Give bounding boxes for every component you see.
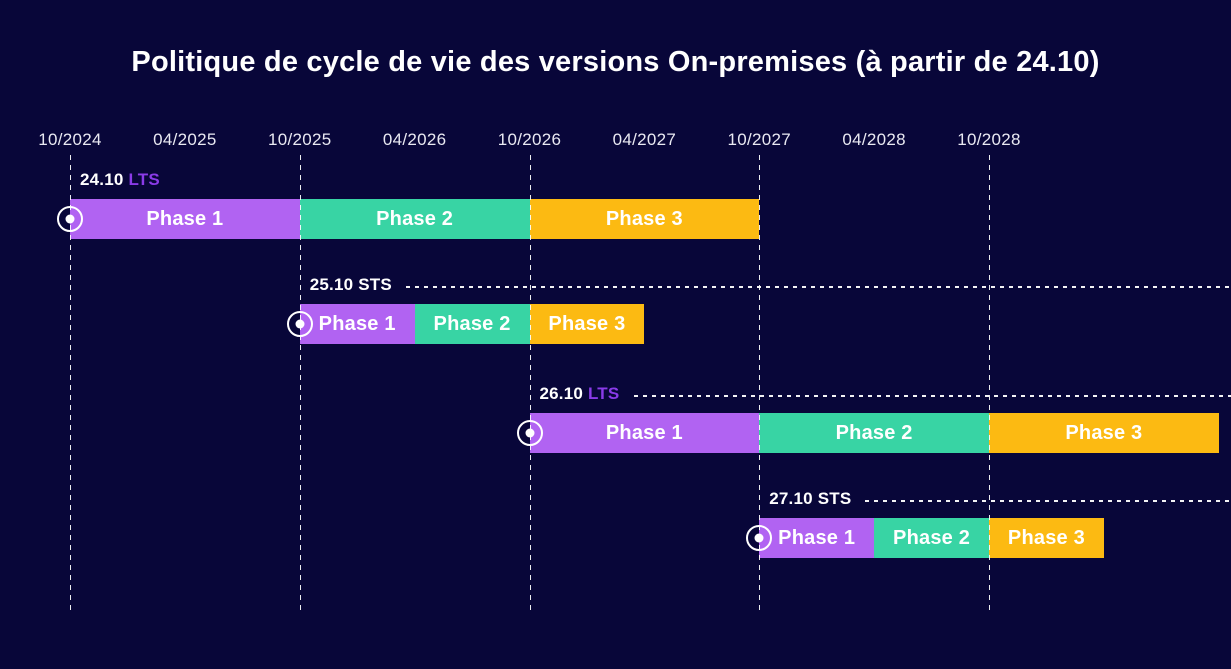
axis-tick-label: 10/2026 [497,130,562,149]
channel-tag: STS [817,489,852,508]
axis-tick-label: 10/2025 [267,130,332,149]
phase-bar: Phase 3 [529,199,760,239]
channel-tag: LTS [128,170,160,189]
marker-dot [65,214,75,224]
vertical-gridline [989,155,990,610]
version-label: 24.10 LTS [80,170,160,190]
phase-bar: Phase 2 [874,518,989,558]
axis-tick-label: 10/2027 [727,130,792,149]
release-start-marker-icon [286,311,313,337]
vertical-gridline [530,155,531,610]
vertical-gridline [300,155,301,610]
release-start-marker-icon [746,525,773,551]
channel-tag: LTS [587,384,620,403]
phase-bar: Phase 1 [299,304,415,344]
release-start-marker-icon [57,206,83,232]
axis-tick-label: 04/2026 [382,130,447,149]
vertical-gridline [759,155,760,610]
axis-tick-label: 10/2024 [38,130,102,149]
channel-tag: STS [358,275,392,294]
release-start-marker-icon [516,420,543,446]
phase-bar: Phase 3 [529,304,645,344]
phase-bar: Phase 3 [989,518,1104,558]
version-label: 26.10 LTS [540,384,620,404]
marker-dot [754,533,764,543]
label-leader-line [405,286,1231,288]
version-number: 27.10 [769,489,818,508]
chart-title: Politique de cycle de vie des versions O… [131,46,1100,78]
axis-tick-label: 10/2028 [957,130,1021,149]
phase-bar: Phase 1 [529,413,760,453]
version-number: 25.10 [309,275,359,294]
version-number: 24.10 [80,170,129,189]
phase-bar: Phase 3 [989,413,1219,453]
phase-bar: Phase 2 [759,413,989,453]
axis-tick-label: 04/2025 [153,130,217,149]
label-leader-line [865,500,1231,502]
axis-tick-label: 04/2028 [842,130,906,149]
phase-bar: Phase 2 [299,199,530,239]
phase-bar: Phase 1 [759,518,875,558]
version-label: 27.10 STS [769,489,851,509]
marker-dot [295,319,305,329]
version-number: 26.10 [539,384,588,403]
vertical-gridline [70,155,71,610]
axis-tick-label: 04/2027 [612,130,677,149]
label-leader-line [633,395,1231,397]
marker-dot [525,428,534,438]
phase-bar: Phase 1 [70,199,300,239]
phase-bar: Phase 2 [414,304,530,344]
version-label: 25.10 STS [310,275,392,295]
